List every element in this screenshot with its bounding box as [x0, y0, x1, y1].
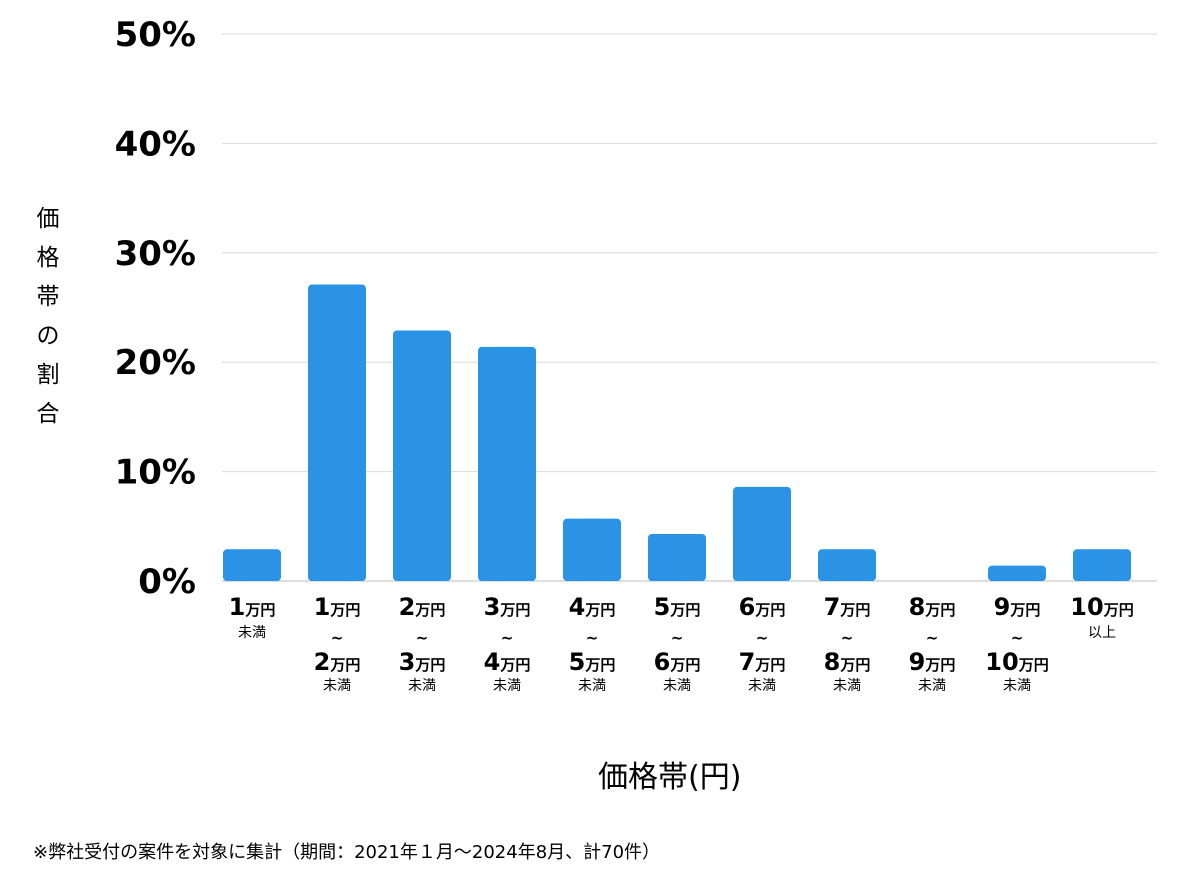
x-tick-suffix: 未満 [918, 678, 946, 694]
x-tick-suffix: 以上 [1088, 625, 1116, 641]
x-tick-tilde: ~ [671, 629, 684, 647]
x-tick-label: 1万円 [229, 593, 276, 621]
x-tick-tilde: ~ [331, 629, 344, 647]
x-axis-title: 価格帯(円) [598, 760, 742, 795]
x-tick-label: 6万円 [739, 593, 786, 621]
bar [648, 533, 706, 581]
bar [563, 518, 621, 581]
x-tick-label-upper: 9万円 [909, 648, 956, 676]
bar [308, 284, 366, 581]
y-tick-label: 0% [138, 562, 196, 602]
x-tick-suffix: 未満 [238, 625, 266, 641]
bar [1073, 549, 1131, 581]
x-tick-label: 8万円 [909, 593, 956, 621]
y-axis-title-char: の [36, 323, 60, 349]
bar [478, 346, 536, 581]
y-axis-title-char: 帯 [36, 284, 60, 310]
x-tick-label: 7万円 [824, 593, 871, 621]
y-tick-label: 50% [115, 15, 196, 55]
x-tick-label-upper: 2万円 [314, 648, 361, 676]
x-tick-label-upper: 4万円 [484, 648, 531, 676]
x-tick-tilde: ~ [926, 629, 939, 647]
bar [988, 565, 1046, 581]
x-tick-label: 3万円 [484, 593, 531, 621]
x-tick-label-upper: 8万円 [824, 648, 871, 676]
footnote: ※弊社受付の案件を対象に集計（期間：2021年１月〜2024年8月、計70件） [33, 842, 661, 863]
x-tick-suffix: 未満 [493, 678, 521, 694]
bar [223, 549, 281, 581]
x-tick-label: 2万円 [399, 593, 446, 621]
x-tick-suffix: 未満 [748, 678, 776, 694]
x-tick-label: 9万円 [994, 593, 1041, 621]
x-tick-suffix: 未満 [408, 678, 436, 694]
x-tick-label: 4万円 [569, 593, 616, 621]
bar [733, 486, 791, 581]
x-tick-label-upper: 10万円 [985, 648, 1048, 676]
y-axis-title-char: 合 [36, 401, 60, 427]
x-tick-label-upper: 6万円 [654, 648, 701, 676]
x-tick-label: 5万円 [654, 593, 701, 621]
y-tick-label: 10% [115, 453, 196, 493]
x-tick-tilde: ~ [1011, 629, 1024, 647]
y-axis-title-char: 価 [36, 206, 60, 232]
x-tick-label: 10万円 [1070, 593, 1133, 621]
x-tick-suffix: 未満 [833, 678, 861, 694]
x-tick-suffix: 未満 [663, 678, 691, 694]
bars [223, 284, 1131, 581]
bar [818, 549, 876, 581]
x-tick-label-upper: 3万円 [399, 648, 446, 676]
x-tick-tilde: ~ [586, 629, 599, 647]
y-axis-ticks: 0% 10% 20% 30% 40% 50% [115, 15, 196, 602]
y-axis-title: 価格帯の割合 [33, 200, 63, 434]
x-tick-suffix: 未満 [1003, 678, 1031, 694]
x-tick-suffix: 未満 [323, 678, 351, 694]
x-tick-tilde: ~ [841, 629, 854, 647]
y-axis-title-char: 格 [36, 245, 60, 271]
x-tick-tilde: ~ [416, 629, 429, 647]
y-tick-label: 40% [115, 124, 196, 164]
y-axis-title-char: 割 [36, 362, 60, 388]
y-tick-label: 20% [115, 343, 196, 383]
x-axis-categories: 1万円未満1万円~2万円未満2万円~3万円未満3万円~4万円未満4万円~5万円未… [229, 593, 1134, 694]
x-tick-label: 1万円 [314, 593, 361, 621]
y-tick-label: 30% [115, 234, 196, 274]
x-tick-label-upper: 5万円 [569, 648, 616, 676]
x-tick-suffix: 未満 [578, 678, 606, 694]
x-tick-tilde: ~ [501, 629, 514, 647]
x-tick-label-upper: 7万円 [739, 648, 786, 676]
bar [393, 330, 451, 581]
x-tick-tilde: ~ [756, 629, 769, 647]
